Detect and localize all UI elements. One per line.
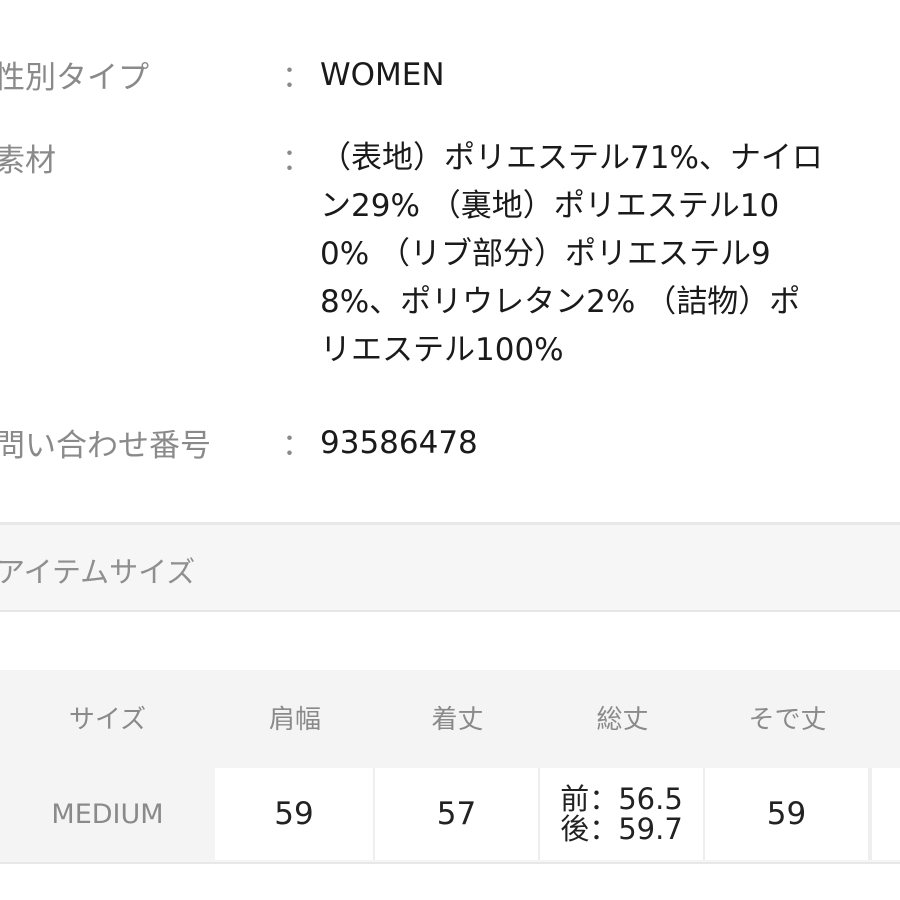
size-cell: MEDIUM — [51, 798, 164, 830]
value-line: WOMEN — [320, 57, 445, 93]
length-cell: 57 — [375, 768, 540, 860]
detail-value: WOMEN — [320, 51, 445, 99]
total-back: 後：59.7 — [560, 812, 683, 846]
colon: ： — [282, 143, 312, 178]
value-line: 8%、ポリウレタン2% （詰物）ポ — [320, 284, 801, 320]
header-shoulder: 肩幅 — [268, 705, 321, 735]
value-line: 0% （リブ部分）ポリエステル9 — [320, 236, 771, 272]
sleeve-cell: 59 — [705, 768, 870, 860]
colon: ： — [282, 428, 312, 463]
total-length-cell: 前：56.5 後：59.7 — [540, 768, 705, 860]
next-column-cell — [870, 768, 900, 860]
item-size-section-header: アイテムサイズ — [0, 522, 900, 612]
value-line: （表地）ポリエステル71%、ナイロ — [320, 140, 823, 176]
total-front: 前：56.5 — [560, 782, 683, 816]
value-line: リエステル100% — [320, 332, 564, 368]
header-sleeve: そで丈 — [748, 705, 827, 735]
colon: ： — [282, 60, 312, 95]
detail-value: 93586478 — [320, 419, 478, 467]
size-table: サイズ 肩幅 着丈 総丈 そで丈 MEDIUM 59 57 前：56.5 後：5… — [0, 670, 900, 864]
value-line: 93586478 — [320, 425, 478, 461]
section-title: アイテムサイズ — [0, 555, 196, 589]
header-size: サイズ — [68, 705, 147, 735]
header-total-length: 総丈 — [596, 705, 649, 735]
detail-label: 素材 — [0, 143, 56, 179]
detail-value: （表地）ポリエステル71%、ナイロ ン29% （裏地）ポリエステル10 0% （… — [320, 134, 823, 374]
value-line: ン29% （裏地）ポリエステル10 — [320, 188, 780, 224]
header-length: 着丈 — [431, 705, 484, 735]
detail-label: 問い合わせ番号 — [0, 428, 211, 464]
shoulder-cell: 59 — [215, 768, 375, 860]
detail-label: 性別タイプ — [0, 60, 149, 96]
